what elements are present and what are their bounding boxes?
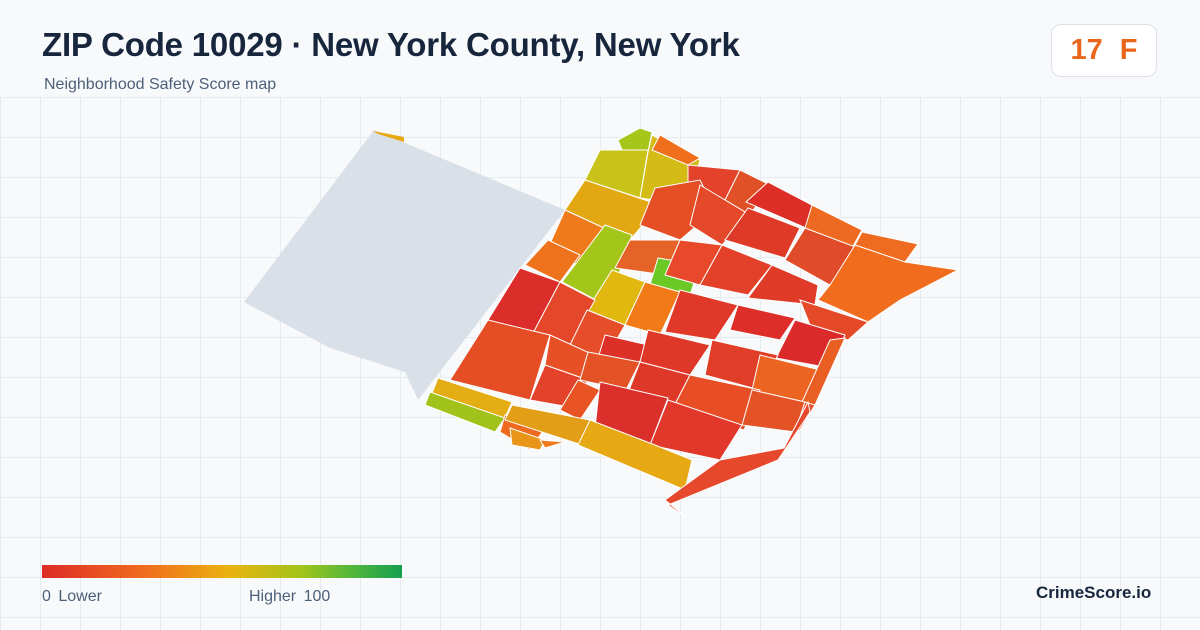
map-block[interactable] bbox=[729, 304, 796, 341]
score-grade: F bbox=[1119, 34, 1138, 66]
map-block[interactable] bbox=[664, 289, 739, 341]
map-block[interactable] bbox=[664, 400, 811, 521]
map-block[interactable] bbox=[539, 439, 566, 449]
legend-color-bar bbox=[42, 565, 402, 578]
park-edge-block bbox=[373, 131, 404, 142]
page-subtitle: Neighborhood Safety Score map bbox=[44, 76, 277, 93]
map-block[interactable] bbox=[699, 244, 773, 296]
park-area bbox=[244, 130, 565, 400]
brand-name[interactable]: CrimeScore.io bbox=[1036, 583, 1152, 602]
score-value: 17 bbox=[1070, 34, 1103, 66]
header-background bbox=[0, 0, 1200, 97]
page-title: ZIP Code 10029 · New York County, New Yo… bbox=[42, 26, 740, 63]
legend-min-label: 0 Lower bbox=[42, 588, 102, 605]
map-block[interactable] bbox=[724, 207, 801, 259]
map-block[interactable] bbox=[577, 419, 693, 491]
map-block[interactable] bbox=[424, 391, 506, 433]
map-block[interactable] bbox=[671, 374, 761, 431]
map-block[interactable] bbox=[817, 244, 960, 323]
score-badge: 17 F bbox=[1051, 24, 1157, 77]
legend-max-label: Higher 100 bbox=[249, 588, 331, 605]
map-block[interactable] bbox=[509, 427, 546, 451]
map-blocks bbox=[424, 127, 960, 521]
